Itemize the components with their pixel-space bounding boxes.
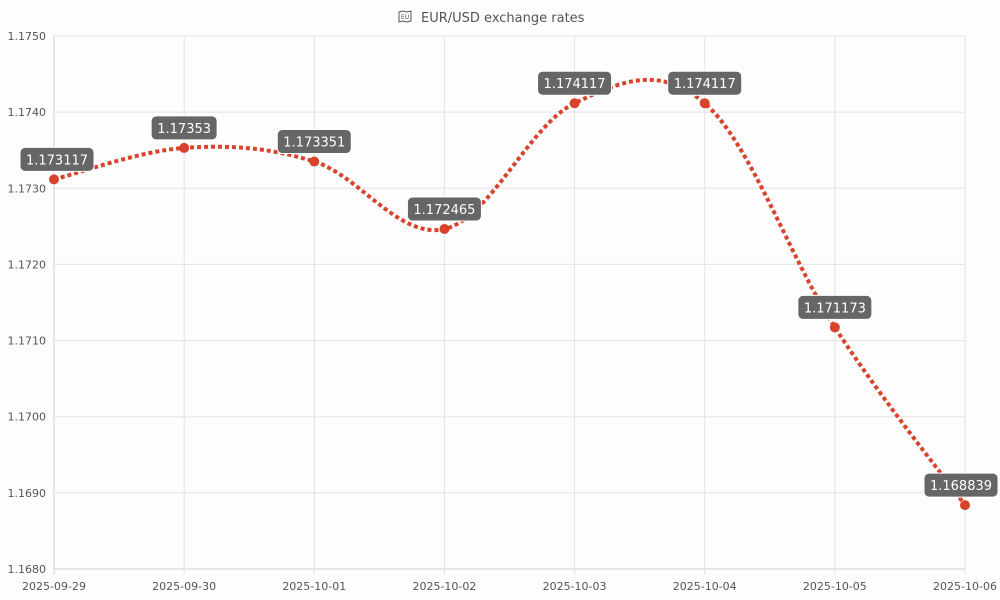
chart-title-text: EUR/USD exchange rates (421, 11, 585, 26)
x-tick-label: 2025-09-30 (152, 580, 216, 593)
data-label-text: 1.173117 (26, 153, 88, 168)
data-label-box (276, 129, 352, 155)
data-label-text: 1.174117 (674, 77, 736, 92)
data-label: 1.172465 (406, 196, 482, 222)
x-tick-label: 2025-09-29 (22, 580, 86, 593)
data-label: 1.174117 (537, 70, 613, 96)
data-label: 1.17353 (150, 115, 218, 141)
data-point[interactable] (309, 156, 320, 167)
data-point[interactable] (439, 224, 450, 235)
data-label: 1.173351 (276, 129, 352, 155)
data-label-box (797, 294, 873, 320)
data-points (49, 98, 970, 511)
data-point[interactable] (829, 322, 840, 333)
data-point[interactable] (49, 174, 59, 185)
x-tick-label: 2025-10-06 (933, 580, 997, 593)
x-tick-label: 2025-10-03 (543, 580, 607, 593)
x-tick-label: 2025-10-01 (282, 580, 346, 593)
eu-flag-icon: EU (398, 10, 412, 23)
y-tick-label: 1.1740 (8, 106, 47, 119)
axes: 1.16801.16901.17001.17101.17201.17301.17… (8, 30, 997, 593)
data-label-text: 1.174117 (544, 77, 606, 92)
svg-text:EU: EU (401, 14, 409, 21)
data-point[interactable] (569, 98, 580, 109)
data-point[interactable] (699, 98, 710, 109)
data-label-box (19, 146, 95, 172)
data-label-box (537, 70, 613, 96)
y-tick-label: 1.1720 (8, 258, 47, 271)
data-label-text: 1.168839 (930, 479, 992, 494)
data-label-text: 1.171173 (804, 301, 866, 316)
data-label-box (667, 70, 743, 96)
data-label-box (150, 115, 218, 141)
grid (53, 35, 966, 575)
x-tick-label: 2025-10-02 (412, 580, 476, 593)
data-label: 1.171173 (797, 294, 873, 320)
data-labels: 1.173117 1.17353 1.173351 1.172465 1.174117 1… (19, 70, 999, 498)
series-line (53, 77, 967, 507)
data-label: 1.174117 (667, 70, 743, 96)
data-label-box (923, 472, 999, 498)
data-label: 1.173117 (19, 146, 95, 172)
y-tick-label: 1.1680 (8, 563, 47, 576)
y-tick-label: 1.1690 (8, 487, 47, 500)
chart-title: EU EUR/USD exchange rates (398, 10, 585, 26)
data-point[interactable] (960, 500, 970, 511)
data-label-box (406, 196, 482, 222)
y-tick-label: 1.1750 (8, 30, 47, 43)
y-tick-label: 1.1700 (8, 411, 47, 424)
y-tick-label: 1.1710 (8, 335, 47, 348)
x-tick-label: 2025-10-05 (803, 580, 867, 593)
data-point[interactable] (179, 142, 190, 153)
data-label: 1.168839 (923, 472, 999, 498)
data-label-text: 1.173351 (283, 136, 345, 151)
data-label-text: 1.172465 (413, 203, 475, 218)
y-tick-label: 1.1730 (8, 182, 47, 195)
x-tick-label: 2025-10-04 (673, 580, 737, 593)
data-label-text: 1.17353 (157, 122, 211, 137)
